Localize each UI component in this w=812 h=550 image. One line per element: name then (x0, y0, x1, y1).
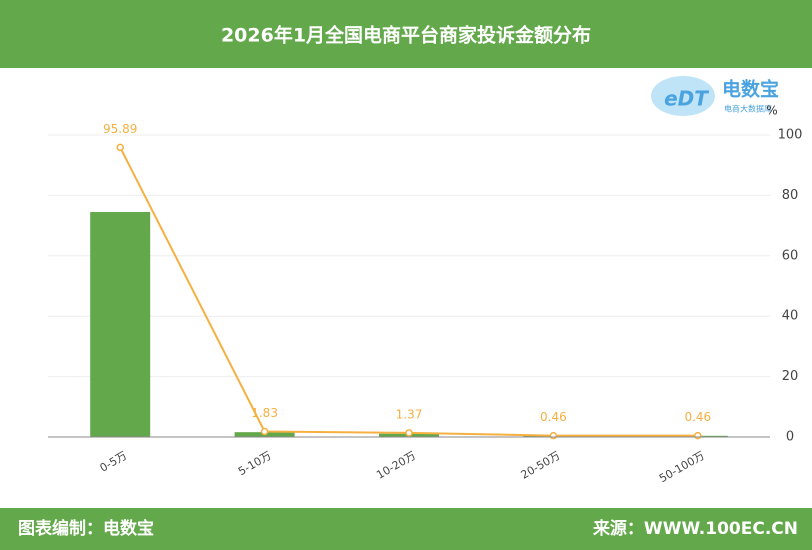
footer-right: 来源：WWW.100EC.CN (592, 518, 798, 539)
data-label: 0.46 (684, 410, 711, 424)
line-point (116, 143, 124, 152)
title: 2026年1月全国电商平台商家投诉金额分布 (221, 24, 591, 47)
y-tick-label: 80 (782, 188, 799, 203)
line-point (260, 427, 269, 436)
line-point (405, 429, 413, 437)
logo-mark: eDT (664, 87, 709, 111)
logo-name: 电数宝 (722, 78, 779, 101)
line-point (549, 431, 558, 440)
line-point (694, 431, 702, 440)
bar (90, 212, 151, 437)
header-bar (0, 0, 812, 68)
footer-left: 图表编制：电数宝 (18, 518, 154, 539)
logo-tagline: 电商大数据库 (724, 104, 772, 114)
data-label: 0.46 (540, 410, 567, 424)
y-tick-label: 100 (778, 128, 803, 143)
logo-cloud (651, 76, 715, 116)
y-tick-label: 20 (782, 369, 799, 384)
y-tick-label: 0 (786, 430, 794, 445)
y-tick-label: 60 (782, 248, 799, 263)
data-label: 1.83 (251, 406, 278, 420)
data-label: 95.89 (103, 122, 137, 136)
y-unit: % (766, 104, 777, 118)
y-tick-label: 40 (782, 309, 799, 324)
footer-bar (0, 508, 812, 550)
data-label: 1.37 (396, 407, 423, 421)
